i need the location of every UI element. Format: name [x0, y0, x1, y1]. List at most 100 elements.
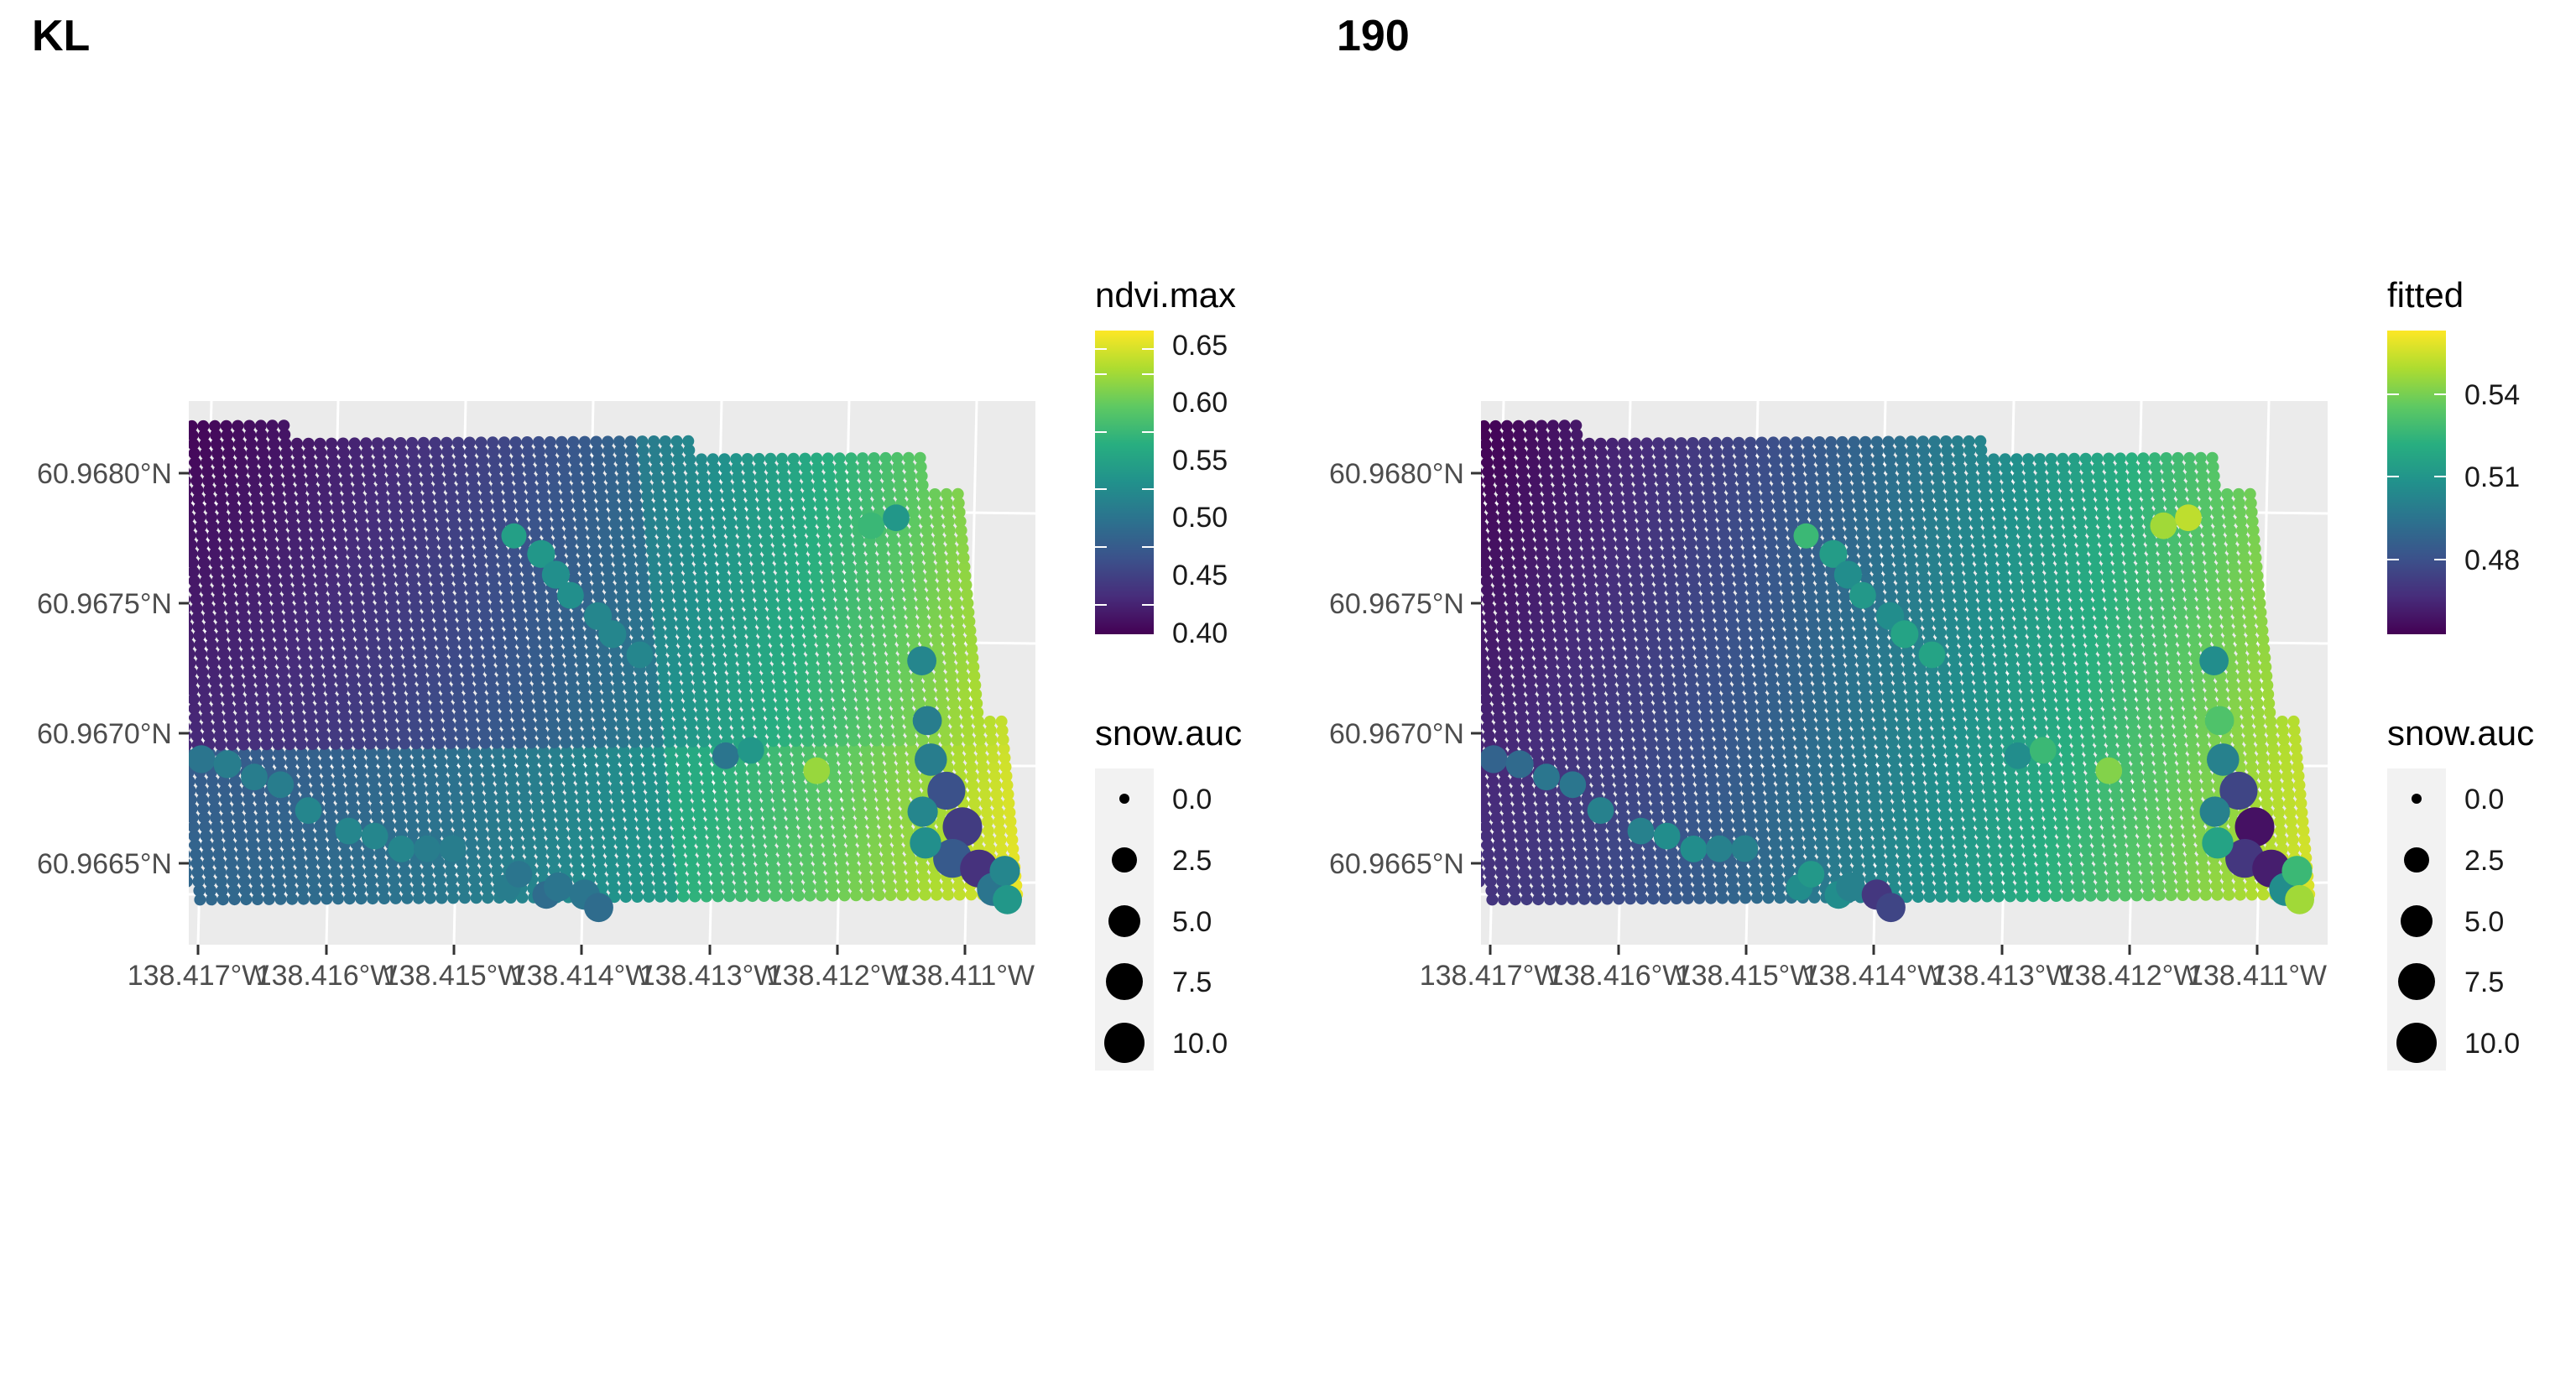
point-large	[737, 737, 764, 764]
point	[761, 799, 774, 811]
point	[904, 852, 916, 865]
point	[496, 673, 508, 685]
point	[793, 643, 806, 656]
point	[884, 880, 896, 893]
point	[216, 638, 229, 651]
point	[646, 544, 659, 557]
point	[758, 890, 770, 902]
point	[1934, 882, 1947, 894]
point	[914, 579, 926, 591]
point	[311, 538, 324, 550]
point	[572, 617, 585, 630]
point	[898, 779, 910, 792]
point	[878, 561, 890, 574]
point	[670, 690, 683, 702]
point	[412, 628, 424, 640]
point	[632, 772, 644, 784]
point	[605, 471, 618, 484]
point	[623, 809, 636, 821]
point	[617, 727, 628, 739]
point	[612, 672, 624, 685]
point	[818, 662, 830, 675]
point	[223, 839, 236, 851]
point	[999, 761, 1012, 774]
point	[211, 711, 224, 724]
point	[571, 855, 583, 867]
point	[305, 720, 317, 732]
point	[697, 471, 709, 484]
point	[660, 826, 672, 839]
point	[889, 680, 901, 692]
point	[1679, 865, 1692, 878]
point	[444, 601, 456, 613]
point	[893, 597, 905, 610]
point	[2257, 888, 2270, 901]
point	[216, 893, 229, 906]
point	[1979, 872, 1992, 884]
point	[708, 471, 721, 483]
point	[317, 602, 330, 613]
point	[170, 630, 182, 642]
point	[440, 682, 452, 695]
point	[334, 792, 347, 805]
point	[324, 801, 336, 814]
point	[402, 774, 415, 786]
point	[800, 726, 813, 738]
point	[856, 570, 868, 583]
point	[597, 773, 610, 785]
point	[652, 736, 665, 748]
point	[830, 543, 842, 555]
point	[933, 661, 946, 674]
point	[757, 498, 769, 511]
point	[502, 609, 514, 622]
point	[665, 881, 677, 893]
point	[246, 830, 258, 841]
point	[1691, 865, 1703, 878]
point	[336, 565, 349, 577]
point	[650, 717, 663, 730]
point	[341, 737, 353, 750]
point	[244, 556, 257, 569]
point	[232, 547, 244, 560]
point	[576, 800, 589, 812]
point	[1506, 866, 1519, 878]
point	[303, 574, 315, 586]
point	[825, 488, 837, 501]
point	[262, 757, 274, 768]
point	[351, 847, 363, 859]
point	[274, 502, 286, 513]
point	[672, 581, 685, 593]
point	[333, 647, 345, 659]
point	[315, 456, 328, 468]
point	[216, 629, 228, 642]
point	[140, 420, 152, 432]
point	[430, 573, 442, 586]
point	[553, 791, 566, 804]
point	[399, 610, 411, 623]
point	[985, 733, 998, 746]
point	[282, 847, 295, 860]
point	[748, 653, 760, 665]
point	[655, 644, 667, 657]
point	[693, 680, 706, 693]
point	[312, 546, 325, 559]
point	[842, 680, 855, 692]
size-legend-label: 7.5	[1172, 966, 1212, 998]
point	[397, 464, 409, 477]
point	[445, 737, 457, 749]
point	[2141, 880, 2154, 893]
point	[549, 491, 561, 503]
point	[212, 466, 225, 477]
point	[625, 572, 638, 585]
point	[347, 683, 360, 696]
point	[688, 753, 701, 766]
point	[283, 474, 295, 487]
point	[632, 517, 644, 529]
point	[529, 654, 542, 667]
point	[284, 748, 297, 759]
point	[870, 862, 883, 874]
point	[196, 539, 209, 550]
point	[254, 675, 267, 687]
point	[962, 606, 975, 618]
point	[308, 883, 321, 896]
